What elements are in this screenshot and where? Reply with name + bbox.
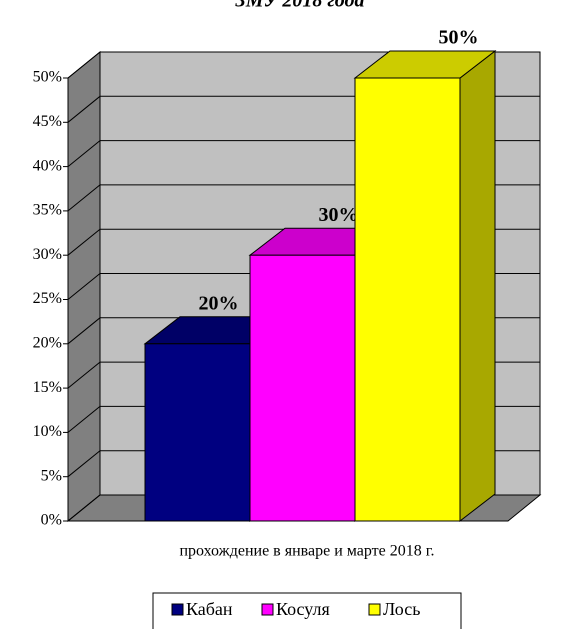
bar bbox=[354, 77, 461, 522]
data-label: 50% bbox=[439, 27, 479, 49]
data-label: 20% bbox=[199, 292, 239, 314]
y-tick-label: 50% bbox=[33, 69, 62, 86]
y-tick-label: 30% bbox=[33, 246, 62, 263]
legend-swatch bbox=[368, 603, 381, 616]
legend-label: Косуля bbox=[276, 599, 330, 619]
legend-swatch bbox=[261, 603, 274, 616]
data-label: 30% bbox=[319, 204, 359, 226]
y-tick-label: 10% bbox=[33, 423, 62, 440]
y-tick-label: 25% bbox=[33, 290, 62, 307]
legend-swatch bbox=[171, 603, 184, 616]
y-tick-label: 40% bbox=[33, 157, 62, 174]
chart-title: ЗМУ 2018 года bbox=[235, 0, 365, 12]
legend-label: Кабан bbox=[186, 599, 233, 619]
y-tick-label: 45% bbox=[33, 113, 62, 130]
bar-side bbox=[459, 49, 496, 523]
bar bbox=[249, 254, 356, 522]
bar bbox=[144, 343, 251, 522]
y-tick-label: 15% bbox=[33, 379, 62, 396]
y-tick-label: 20% bbox=[33, 334, 62, 351]
legend-label: Лось bbox=[383, 599, 420, 619]
legend-box bbox=[152, 592, 462, 629]
y-tick-label: 0% bbox=[41, 512, 62, 529]
x-axis-label: прохождение в январе и марте 2018 г. bbox=[179, 543, 434, 560]
y-tick-label: 5% bbox=[41, 467, 62, 484]
y-tick-label: 35% bbox=[33, 202, 62, 219]
